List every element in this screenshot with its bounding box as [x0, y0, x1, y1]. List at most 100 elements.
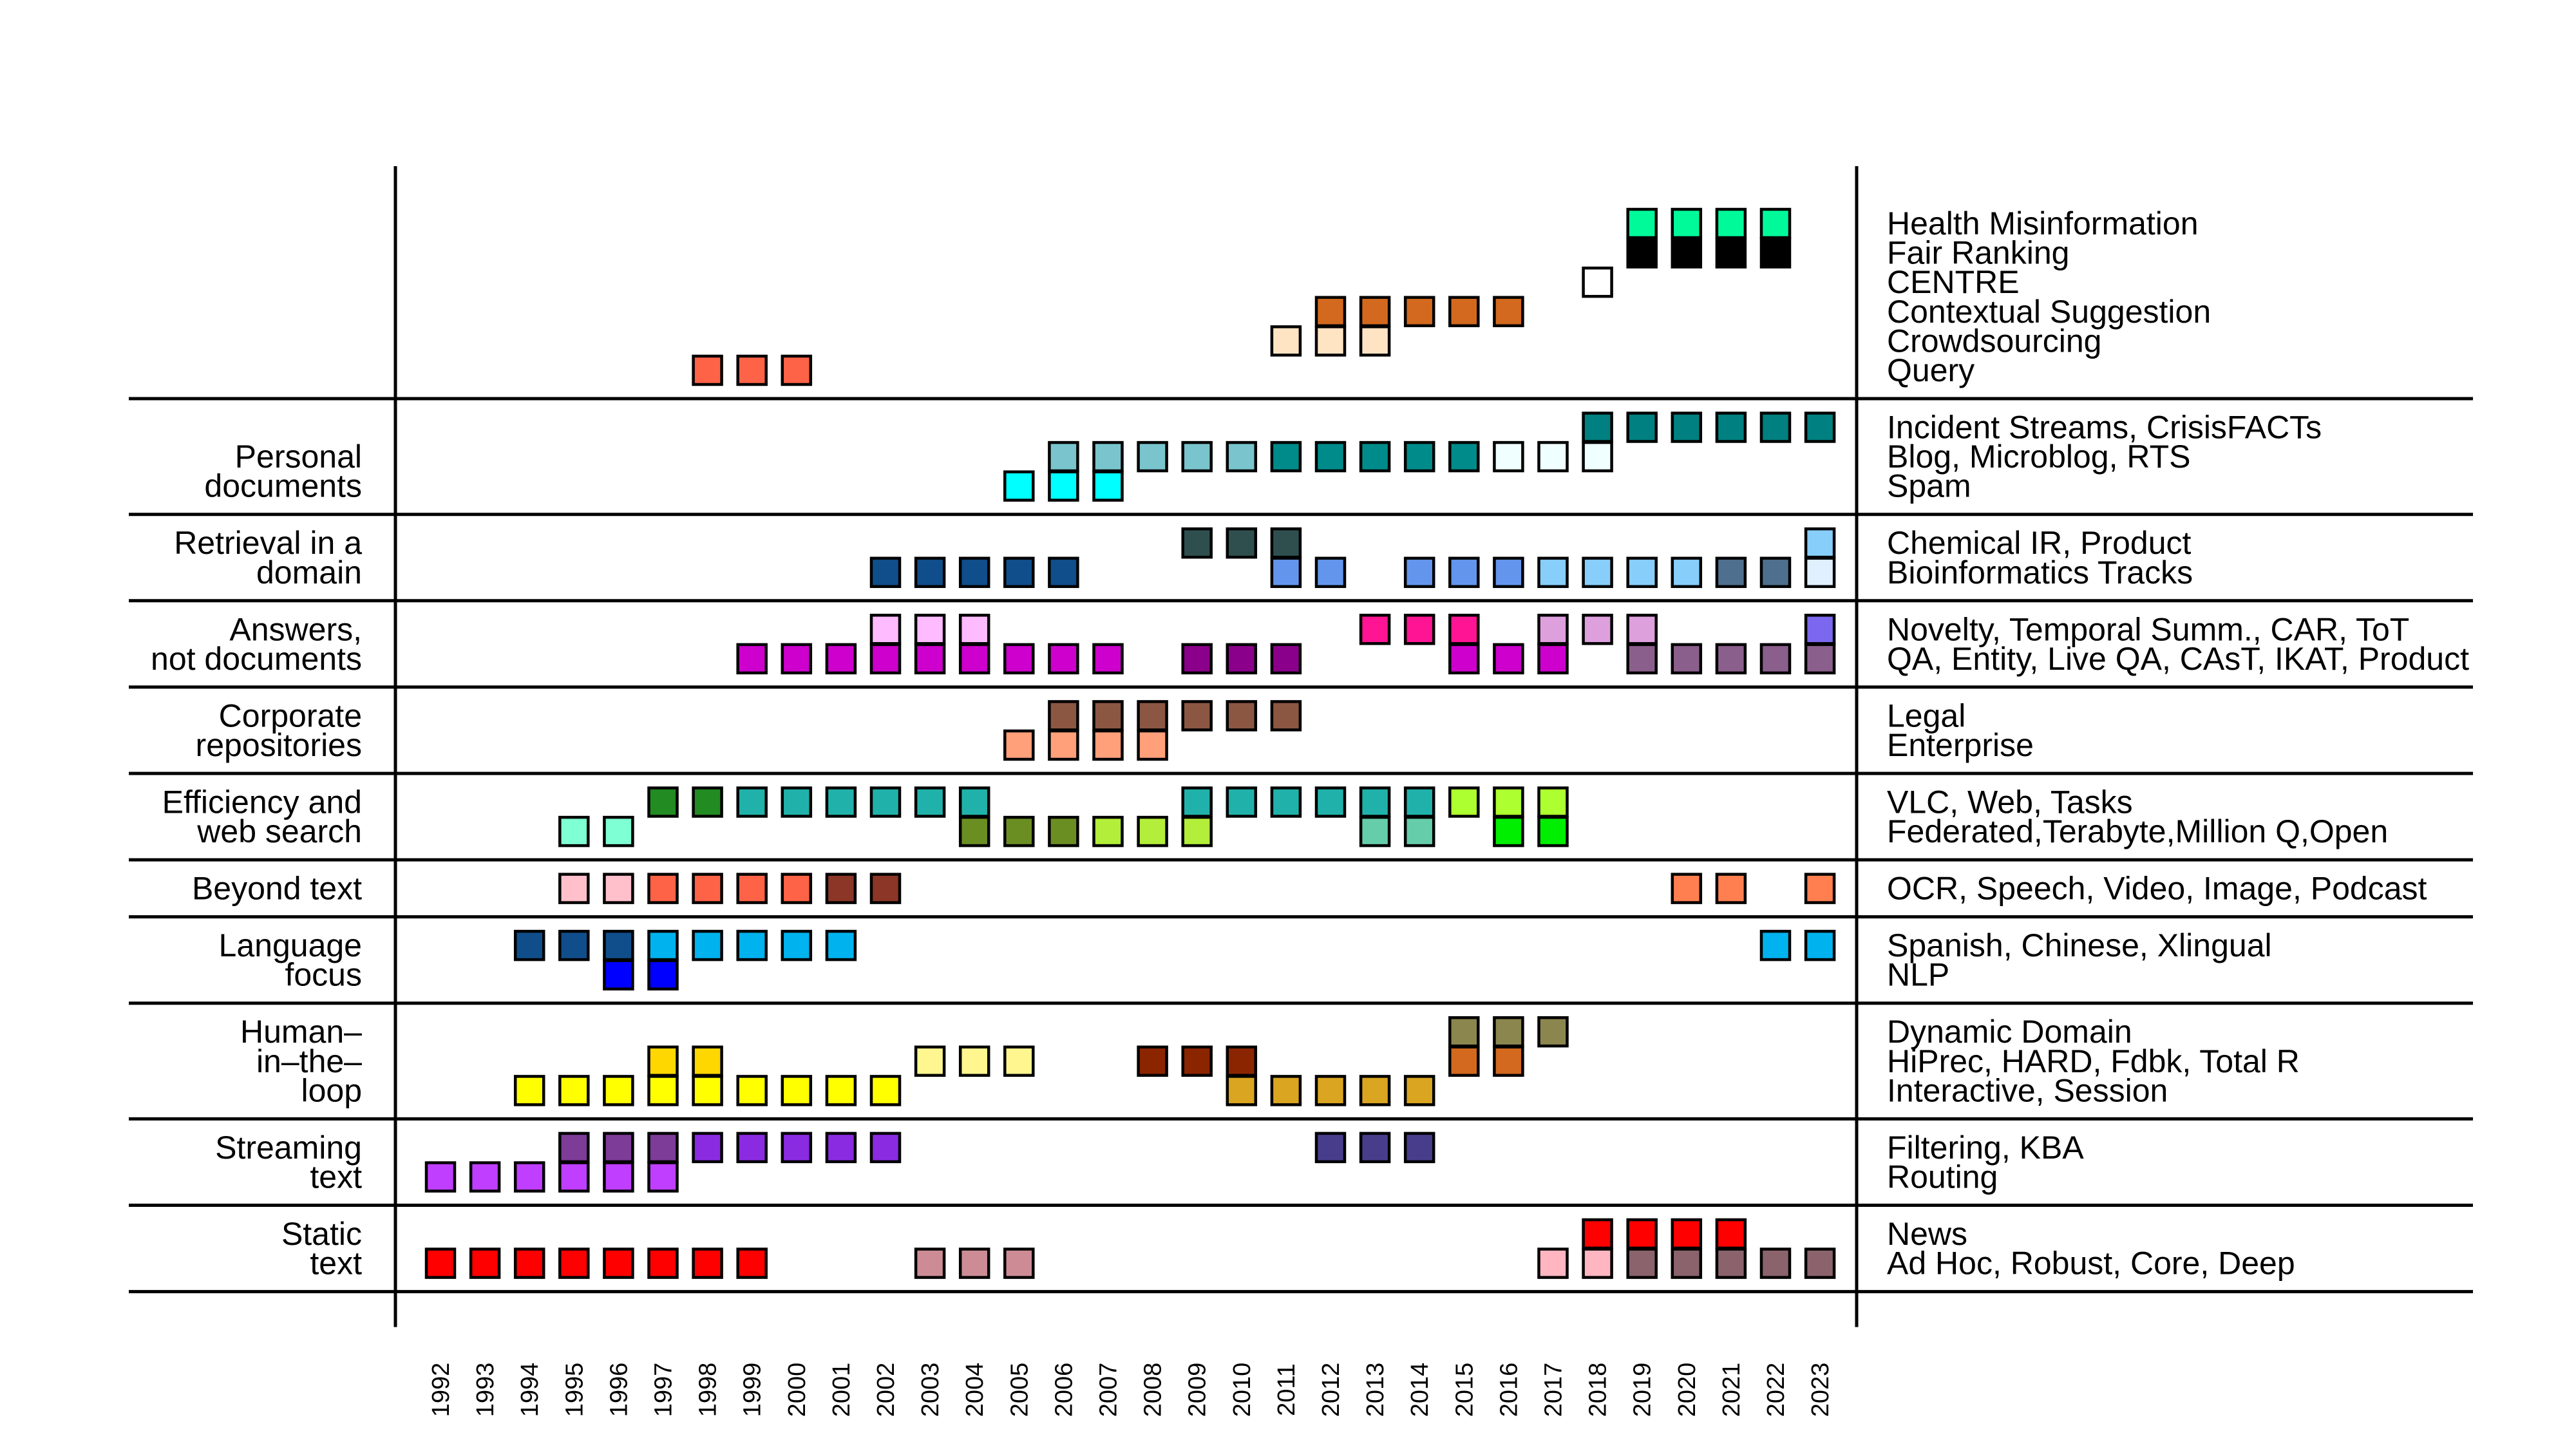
track-year-square — [958, 614, 990, 645]
track-year-square — [1537, 1247, 1569, 1279]
track-year-square — [781, 1075, 813, 1106]
track-year-square — [1359, 440, 1391, 473]
track-year-square — [958, 556, 990, 589]
track-year-square — [1759, 1247, 1792, 1279]
track-year-square — [1582, 1247, 1613, 1279]
track-year-square — [825, 786, 857, 818]
track-year-square — [1314, 556, 1347, 589]
track-year-square — [825, 1075, 857, 1106]
track-label: Federated,Terabyte,Million Q,Open — [1887, 813, 2388, 849]
x-tick-label: 2002 — [873, 1363, 900, 1417]
track-year-square — [1715, 1247, 1747, 1279]
track-year-square — [781, 929, 813, 961]
track-year-square — [1226, 1075, 1258, 1106]
track-year-square — [1403, 1075, 1435, 1106]
track-year-square — [603, 1247, 634, 1279]
track-year-square — [1226, 786, 1258, 818]
track-year-square — [1582, 412, 1613, 443]
track-year-square — [736, 786, 768, 818]
track-year-square — [1537, 1016, 1569, 1048]
category-label: text — [310, 1245, 362, 1282]
track-year-square — [558, 1075, 590, 1106]
track-year-square — [736, 1075, 768, 1106]
track-year-square — [1359, 786, 1391, 818]
track-year-square — [914, 643, 946, 675]
track-year-square — [1448, 296, 1480, 328]
track-year-square — [1003, 729, 1035, 761]
track-year-square — [1759, 556, 1792, 589]
track-year-square — [1314, 786, 1347, 818]
track-year-square — [1537, 440, 1569, 473]
track-year-square — [692, 1045, 723, 1077]
track-year-square — [1537, 614, 1569, 645]
track-year-square — [781, 786, 813, 818]
track-label: Spam — [1887, 468, 1971, 504]
track-year-square — [1671, 207, 1703, 240]
track-year-square — [692, 1075, 723, 1106]
track-year-square — [825, 1132, 857, 1164]
track-year-square — [1582, 614, 1613, 645]
track-year-square — [1537, 556, 1569, 589]
track-year-square — [692, 786, 723, 818]
x-tick-label: 2007 — [1095, 1363, 1122, 1417]
track-year-square — [692, 354, 723, 386]
x-tick-label: 2016 — [1495, 1363, 1522, 1417]
track-year-square — [1626, 1247, 1658, 1279]
track-year-square — [558, 929, 590, 961]
x-tick-label: 2022 — [1763, 1363, 1790, 1417]
track-year-square — [1626, 614, 1658, 645]
track-year-square — [647, 1161, 679, 1193]
track-label: Bioinformatics Tracks — [1887, 554, 2193, 591]
track-year-square — [513, 1161, 545, 1193]
category-label: Streaming — [215, 1130, 362, 1166]
track-year-square — [1181, 815, 1213, 848]
track-year-square — [1759, 237, 1792, 269]
x-tick-label: 2015 — [1451, 1363, 1478, 1417]
chart-frame — [129, 166, 2473, 1327]
track-year-square — [1226, 643, 1258, 675]
x-tick-label: 2000 — [784, 1363, 811, 1417]
track-year-square — [1715, 412, 1747, 443]
track-marks — [424, 207, 1836, 1279]
track-label: Enterprise — [1887, 727, 2034, 763]
track-year-square — [736, 1132, 768, 1164]
x-tick-label: 2020 — [1674, 1363, 1701, 1417]
track-year-square — [1003, 643, 1035, 675]
track-year-square — [1137, 815, 1168, 848]
track-year-square — [1359, 614, 1391, 645]
track-year-square — [1226, 1045, 1258, 1077]
track-year-square — [1314, 325, 1347, 357]
track-year-square — [781, 643, 813, 675]
x-tick-label: 2019 — [1629, 1363, 1656, 1417]
track-year-square — [1003, 470, 1035, 502]
track-label: Legal — [1887, 697, 1965, 734]
x-tick-label: 2014 — [1406, 1363, 1434, 1417]
track-year-square — [603, 1161, 634, 1193]
track-year-square — [558, 1247, 590, 1279]
track-year-square — [825, 929, 857, 961]
track-year-square — [1626, 237, 1658, 269]
track-year-square — [736, 643, 768, 675]
track-year-square — [1003, 556, 1035, 589]
track-year-square — [1048, 556, 1079, 589]
track-label: NLP — [1887, 957, 1949, 993]
x-tick-label: 1994 — [516, 1363, 544, 1417]
track-year-square — [1137, 1045, 1168, 1077]
x-tick-label: 2009 — [1184, 1363, 1211, 1417]
track-year-square — [1403, 614, 1435, 645]
track-year-square — [1582, 266, 1613, 298]
track-year-square — [1003, 1045, 1035, 1077]
track-year-square — [1626, 207, 1658, 240]
track-year-square — [692, 1247, 723, 1279]
track-year-square — [1626, 1218, 1658, 1250]
x-tick-label: 2023 — [1807, 1363, 1834, 1417]
track-year-square — [1270, 643, 1302, 675]
track-label: Dynamic Domain — [1887, 1014, 2132, 1050]
track-year-square — [1048, 815, 1079, 848]
category-label: web search — [196, 813, 362, 849]
track-year-square — [424, 1247, 457, 1279]
track-label: HiPrec, HARD, Fdbk, Total R — [1887, 1043, 2300, 1079]
track-year-square — [958, 1247, 990, 1279]
track-year-square — [1448, 643, 1480, 675]
